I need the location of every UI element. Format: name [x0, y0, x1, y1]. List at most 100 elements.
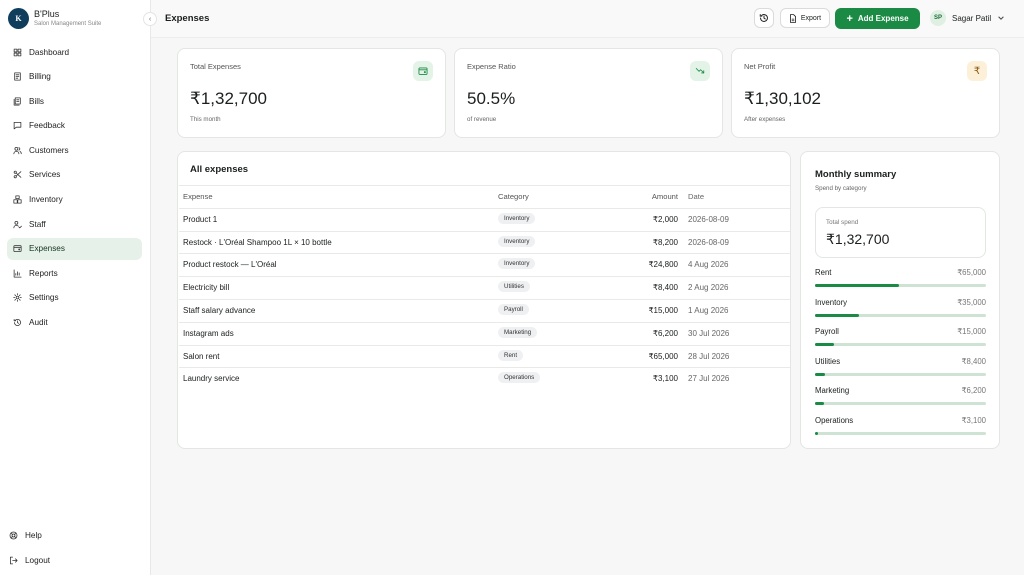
- collapse-sidebar-button[interactable]: ‹: [143, 12, 157, 26]
- sidebar-item-bills[interactable]: Bills: [7, 90, 142, 112]
- category-badge: Utilities: [498, 281, 530, 293]
- col-amount[interactable]: Amount: [651, 192, 678, 201]
- total-spend-label: Total spend: [826, 219, 859, 226]
- col-category[interactable]: Category: [498, 192, 529, 201]
- category-bar-fill: [815, 343, 834, 346]
- sidebar-item-label: Dashboard: [29, 47, 70, 57]
- sidebar-item-settings[interactable]: Settings: [7, 287, 142, 309]
- col-expense[interactable]: Expense: [183, 192, 213, 201]
- category-bar-track: [815, 431, 986, 435]
- stat-sub: This month: [190, 116, 221, 123]
- sidebar-item-label: Help: [25, 530, 42, 540]
- category-bar-track: [815, 284, 986, 287]
- sidebar-item-label: Reports: [29, 268, 58, 278]
- users-icon: [13, 146, 22, 155]
- stat-icon-box: ₹: [967, 61, 987, 81]
- sidebar-item-label: Services: [29, 170, 61, 180]
- expense-date: 28 Jul 2026: [688, 351, 730, 361]
- sidebar-item-logout[interactable]: Logout: [7, 549, 142, 571]
- gear-icon: [13, 293, 22, 303]
- sidebar-item-customers[interactable]: Customers: [7, 139, 142, 161]
- sidebar-item-dashboard[interactable]: Dashboard: [7, 41, 142, 63]
- sidebar-item-label: Customers: [29, 145, 69, 155]
- expenses-table: Expense Category Amount Date Product 1 In…: [179, 185, 790, 390]
- category-badge: Inventory: [498, 258, 536, 270]
- category-badge: Inventory: [498, 212, 536, 224]
- sidebar-item-reports[interactable]: Reports: [7, 262, 142, 284]
- chevron-down-icon: [998, 16, 1004, 20]
- history-button[interactable]: [754, 8, 774, 28]
- expense-name: Salon rent: [183, 351, 220, 361]
- add-expense-button[interactable]: + Add Expense: [835, 8, 920, 29]
- col-date[interactable]: Date: [688, 192, 705, 201]
- scissors-icon: [13, 171, 22, 179]
- topbar: Expenses Export + Add Expense SP Sagar P…: [151, 0, 1024, 38]
- sidebar-item-inventory[interactable]: Inventory: [7, 189, 142, 211]
- user-name: Sagar Patil: [952, 13, 992, 23]
- expenses-title: All expenses: [190, 164, 249, 175]
- sidebar-item-billing[interactable]: Billing: [7, 66, 142, 88]
- stat-value: ₹1,30,102: [744, 89, 821, 108]
- bills-icon: [13, 97, 21, 106]
- category-name: Marketing: [815, 386, 850, 395]
- trending-down-icon: [695, 68, 705, 74]
- table-row[interactable]: Staff salary advance Payroll ₹15,000 1 Aug …: [179, 298, 790, 322]
- category-name: Utilities: [815, 356, 841, 366]
- help-icon: [9, 531, 18, 539]
- expense-date: 2 Aug 2026: [688, 283, 729, 293]
- table-row[interactable]: Salon rent Rent ₹65,000 28 Jul 2026: [179, 344, 790, 368]
- table-row[interactable]: Laundry service Operations ₹3,100 27 Jul 20…: [179, 367, 790, 390]
- table-row[interactable]: Product restock — L'Oréal Inventory ₹24,80…: [179, 253, 790, 276]
- expense-name: Product restock — L'Oréal: [183, 260, 277, 270]
- total-spend-value: ₹1,32,700: [826, 231, 890, 247]
- sidebar-item-staff[interactable]: Staff: [7, 213, 142, 235]
- table-row[interactable]: Electricity bill Utilities ₹8,400 2 Aug 202…: [179, 276, 790, 299]
- expense-amount: ₹15,000: [648, 305, 678, 315]
- sidebar-nav: Dashboard Billing Bills Feedback Customers Se…: [7, 41, 142, 336]
- expense-name: Instagram ads: [183, 328, 234, 338]
- page-title: Expenses: [165, 13, 210, 24]
- expense-name: Restock · L'Oréal Shampoo 1L × 10 bottle: [183, 237, 332, 247]
- sidebar-item-label: Logout: [25, 555, 51, 565]
- user-menu[interactable]: SP Sagar Patil: [930, 10, 1005, 26]
- sidebar-item-audit[interactable]: Audit: [7, 312, 142, 334]
- history-icon: [13, 319, 21, 326]
- sidebar-item-help[interactable]: Help: [7, 524, 142, 546]
- stat-value: ₹1,32,700: [190, 89, 267, 108]
- sidebar-item-label: Staff: [29, 219, 46, 229]
- expense-amount: ₹3,100: [652, 374, 678, 384]
- brand[interactable]: K B'Plus Salon Management Suite: [8, 8, 101, 29]
- category-bar-fill: [815, 284, 899, 287]
- message-icon: [13, 122, 22, 130]
- total-spend-box: Total spend ₹1,32,700: [815, 207, 986, 258]
- sidebar-item-feedback[interactable]: Feedback: [7, 115, 142, 137]
- category-name: Payroll: [815, 327, 839, 336]
- export-button[interactable]: Export: [780, 8, 830, 28]
- sidebar-item-services[interactable]: Services: [7, 164, 142, 186]
- expense-amount: ₹2,000: [652, 214, 678, 224]
- avatar: SP: [930, 10, 946, 26]
- stat-card-net-profit: Net Profit ₹ ₹1,30,102 After expenses: [731, 48, 1000, 138]
- sidebar-item-label: Feedback: [29, 121, 65, 131]
- table-row[interactable]: Product 1 Inventory ₹2,000 2026-08-09: [179, 207, 790, 231]
- staff-icon: [13, 220, 22, 228]
- stat-icon-box: [413, 61, 433, 81]
- category-bar-fill: [815, 313, 860, 317]
- summary-row-inventory: Inventory ₹35,000: [815, 298, 986, 324]
- chevron-left-icon: ‹: [148, 15, 152, 23]
- brand-name: B'Plus: [34, 9, 60, 19]
- expense-date: 2026-08-09: [688, 237, 729, 247]
- sidebar-item-expenses[interactable]: Expenses: [7, 237, 142, 260]
- expense-amount: ₹65,000: [648, 351, 678, 361]
- category-amount: ₹8,400: [961, 356, 986, 366]
- category-bar-fill: [815, 372, 826, 376]
- summary-row-marketing: Marketing ₹6,200: [815, 386, 986, 412]
- monthly-summary-card: Monthly summary Spend by category Total …: [800, 151, 1000, 449]
- table-row[interactable]: Restock · L'Oréal Shampoo 1L × 10 bottle…: [179, 230, 790, 254]
- table-row[interactable]: Instagram ads Marketing ₹6,200 30 Jul 2026: [179, 321, 790, 345]
- expense-amount: ₹6,200: [652, 328, 678, 338]
- logout-icon: [10, 556, 18, 564]
- stat-label: Total Expenses: [190, 62, 241, 71]
- expense-date: 2026-08-09: [688, 214, 729, 224]
- brand-subtitle: Salon Management Suite: [34, 21, 102, 27]
